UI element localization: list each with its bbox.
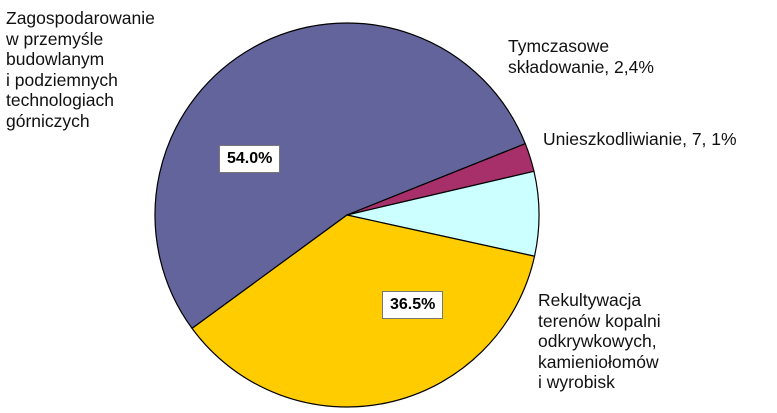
- data-label-construction: 54.0%: [219, 145, 281, 173]
- pie-slice-construction: [154, 22, 526, 329]
- slice-label-neutralization: Unieszkodliwianie, 7, 1%: [543, 129, 737, 149]
- slice-label-reclamation: Rekultywacja terenów kopalni odkrywkowyc…: [538, 290, 661, 392]
- data-label-reclamation: 36.5%: [382, 291, 444, 319]
- slice-label-construction: Zagospodarowanie w przemyśle budowlanym …: [6, 8, 155, 131]
- slice-label-temporary-storage: Tymczasowe składowanie, 2,4%: [508, 36, 654, 77]
- pie-slice-reclamation: [191, 214, 536, 408]
